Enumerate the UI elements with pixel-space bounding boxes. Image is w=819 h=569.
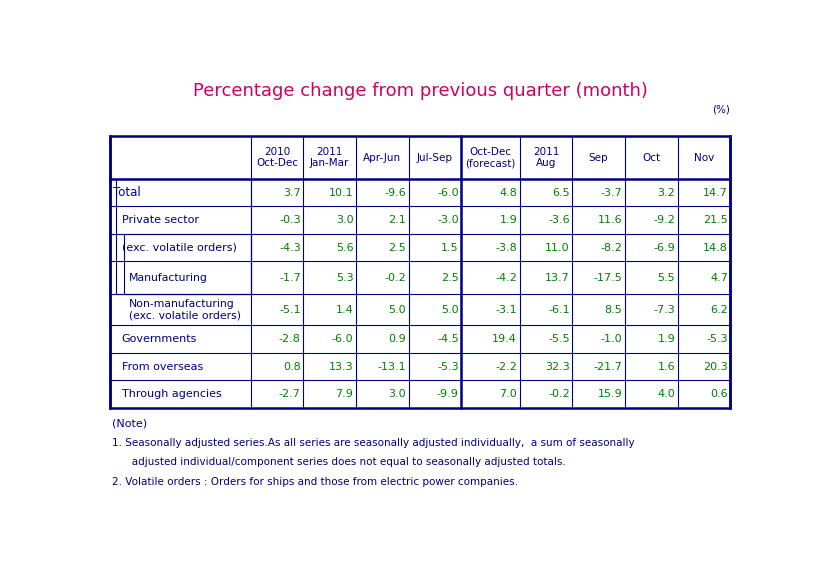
Text: 2. Volatile orders : Orders for ships and those from electric power companies.: 2. Volatile orders : Orders for ships an… [112, 477, 518, 486]
Text: 7.0: 7.0 [499, 389, 517, 399]
Text: 14.7: 14.7 [702, 188, 727, 197]
Text: 20.3: 20.3 [702, 362, 727, 372]
Text: -2.2: -2.2 [495, 362, 517, 372]
Text: -8.2: -8.2 [600, 242, 622, 253]
Text: 32.3: 32.3 [545, 362, 569, 372]
Text: -1.7: -1.7 [278, 273, 301, 283]
Text: -6.0: -6.0 [332, 334, 353, 344]
Text: 2011
Jan-Mar: 2011 Jan-Mar [310, 147, 349, 168]
Text: -6.1: -6.1 [547, 305, 569, 315]
Text: 5.0: 5.0 [441, 305, 459, 315]
Text: 2.5: 2.5 [441, 273, 459, 283]
Text: Non-manufacturing
(exc. volatile orders): Non-manufacturing (exc. volatile orders) [129, 299, 241, 321]
Text: -5.3: -5.3 [705, 334, 727, 344]
Text: (Note): (Note) [112, 419, 147, 429]
Text: 7.9: 7.9 [335, 389, 353, 399]
Text: (exc. volatile orders): (exc. volatile orders) [121, 242, 236, 253]
Text: -4.2: -4.2 [495, 273, 517, 283]
Text: 2010
Oct-Dec: 2010 Oct-Dec [256, 147, 297, 168]
Text: -5.5: -5.5 [547, 334, 569, 344]
Text: 11.0: 11.0 [545, 242, 569, 253]
Text: 4.7: 4.7 [709, 273, 727, 283]
Text: -5.3: -5.3 [437, 362, 459, 372]
Text: 0.6: 0.6 [709, 389, 727, 399]
Text: 15.9: 15.9 [597, 389, 622, 399]
Text: 5.3: 5.3 [336, 273, 353, 283]
Text: 13.3: 13.3 [328, 362, 353, 372]
Text: 6.2: 6.2 [709, 305, 727, 315]
Text: 13.7: 13.7 [545, 273, 569, 283]
Text: -3.1: -3.1 [495, 305, 517, 315]
Text: -5.1: -5.1 [278, 305, 301, 315]
Text: 1.6: 1.6 [657, 362, 674, 372]
Text: -3.7: -3.7 [600, 188, 622, 197]
Text: -7.3: -7.3 [653, 305, 674, 315]
Text: -2.7: -2.7 [278, 389, 301, 399]
Text: (%): (%) [712, 104, 730, 114]
Text: Nov: Nov [693, 152, 713, 163]
Text: Jul-Sep: Jul-Sep [417, 152, 452, 163]
Text: From overseas: From overseas [121, 362, 202, 372]
Text: -9.6: -9.6 [384, 188, 405, 197]
Text: 5.5: 5.5 [657, 273, 674, 283]
Text: 8.5: 8.5 [604, 305, 622, 315]
Text: -17.5: -17.5 [593, 273, 622, 283]
Text: 4.0: 4.0 [657, 389, 674, 399]
Text: -2.8: -2.8 [278, 334, 301, 344]
Text: -9.9: -9.9 [437, 389, 459, 399]
Text: Apr-Jun: Apr-Jun [363, 152, 400, 163]
Text: 14.8: 14.8 [702, 242, 727, 253]
Text: 4.8: 4.8 [499, 188, 517, 197]
Text: 3.2: 3.2 [657, 188, 674, 197]
Text: 2011
Aug: 2011 Aug [532, 147, 559, 168]
Text: Governments: Governments [121, 334, 197, 344]
Text: 21.5: 21.5 [702, 215, 727, 225]
Text: 3.0: 3.0 [388, 389, 405, 399]
Text: adjusted individual/component series does not equal to seasonally adjusted total: adjusted individual/component series doe… [121, 457, 564, 467]
Text: 2.5: 2.5 [388, 242, 405, 253]
Text: -3.0: -3.0 [437, 215, 459, 225]
Text: Oct-Dec
(forecast): Oct-Dec (forecast) [464, 147, 515, 168]
Text: -4.3: -4.3 [278, 242, 301, 253]
Text: 19.4: 19.4 [491, 334, 517, 344]
Text: -0.2: -0.2 [384, 273, 405, 283]
Text: 6.5: 6.5 [551, 188, 569, 197]
Text: -1.0: -1.0 [600, 334, 622, 344]
Text: 3.0: 3.0 [336, 215, 353, 225]
Text: -6.0: -6.0 [437, 188, 459, 197]
Text: Percentage change from previous quarter (month): Percentage change from previous quarter … [192, 83, 647, 100]
Text: 5.0: 5.0 [388, 305, 405, 315]
Text: 11.6: 11.6 [597, 215, 622, 225]
Text: 2.1: 2.1 [388, 215, 405, 225]
Text: 10.1: 10.1 [328, 188, 353, 197]
Text: -9.2: -9.2 [653, 215, 674, 225]
Text: Sep: Sep [588, 152, 608, 163]
Text: 1.5: 1.5 [441, 242, 459, 253]
Text: 0.9: 0.9 [388, 334, 405, 344]
Text: Manufacturing: Manufacturing [129, 273, 208, 283]
Text: 0.8: 0.8 [283, 362, 301, 372]
Text: 1.9: 1.9 [499, 215, 517, 225]
Text: -3.6: -3.6 [547, 215, 569, 225]
Text: -4.5: -4.5 [437, 334, 459, 344]
Text: 1.9: 1.9 [657, 334, 674, 344]
Text: 3.7: 3.7 [283, 188, 301, 197]
Text: Private sector: Private sector [121, 215, 198, 225]
Text: Total: Total [113, 186, 141, 199]
Text: -0.3: -0.3 [278, 215, 301, 225]
Text: Oct: Oct [641, 152, 659, 163]
Text: -6.9: -6.9 [653, 242, 674, 253]
Text: 5.6: 5.6 [336, 242, 353, 253]
Text: 1.4: 1.4 [335, 305, 353, 315]
Text: Through agencies: Through agencies [121, 389, 221, 399]
Text: -21.7: -21.7 [593, 362, 622, 372]
Text: -3.8: -3.8 [495, 242, 517, 253]
Text: -13.1: -13.1 [377, 362, 405, 372]
Text: 1. Seasonally adjusted series.As all series are seasonally adjusted individually: 1. Seasonally adjusted series.As all ser… [112, 438, 634, 448]
Text: -0.2: -0.2 [547, 389, 569, 399]
